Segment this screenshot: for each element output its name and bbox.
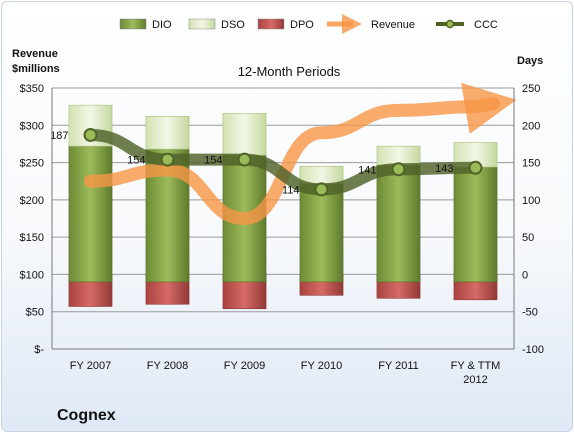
right-tick-label: 200	[522, 120, 540, 132]
left-tick-label: $-	[34, 344, 44, 356]
legend-swatch-dpo	[257, 18, 285, 30]
axes	[51, 88, 515, 350]
ccc-data-label: 141	[358, 164, 376, 176]
left-tick-label: $250	[20, 158, 44, 170]
dio-bar	[453, 166, 498, 283]
dio-bar	[68, 145, 113, 283]
left-tick-label: $350	[20, 83, 44, 95]
category-label: FY 2009	[224, 360, 265, 372]
ccc-point	[468, 160, 483, 175]
ccc-point	[314, 182, 329, 197]
right-tick-label: -50	[522, 307, 538, 319]
dso-bar	[222, 113, 267, 156]
ccc-point	[391, 162, 406, 177]
category-label: FY 2008	[147, 360, 188, 372]
dio-bar	[299, 183, 344, 283]
revenue-line	[84, 82, 517, 225]
ccc-data-label: 154	[204, 155, 222, 167]
legend-label: DPO	[290, 19, 314, 31]
left-tick-label: $200	[20, 195, 44, 207]
right-tick-label: 50	[522, 232, 534, 244]
right-tick-label: 0	[522, 269, 528, 281]
right-axis-label: Days	[517, 55, 543, 67]
gridlines	[52, 87, 514, 350]
category-label: 2012	[463, 374, 487, 386]
left-tick-label: $50	[26, 307, 44, 319]
ccc-layer: 187 154 154 114 141 143	[50, 127, 483, 197]
ccc-data-label: 143	[435, 163, 453, 175]
right-axis-ticks: -100 -50 0 50 100 150 200 250	[522, 83, 544, 356]
right-tick-label: 250	[522, 83, 540, 95]
dso-bar	[299, 166, 344, 184]
legend-label: Revenue	[371, 19, 415, 31]
category-label: FY 2007	[70, 360, 111, 372]
category-label: FY 2011	[378, 360, 419, 372]
left-tick-label: $300	[20, 120, 44, 132]
dso-bar	[376, 145, 421, 166]
category-label: FY & TTM	[451, 360, 501, 372]
ccc-data-label: 187	[50, 130, 68, 142]
company-label: Cognex	[57, 407, 116, 424]
ccc-data-label: 114	[282, 184, 300, 196]
ccc-point	[237, 152, 252, 167]
legend-swatch-dio	[119, 18, 147, 30]
legend-label: CCC	[474, 19, 498, 31]
legend-marker-ccc	[445, 19, 455, 29]
bars	[68, 104, 498, 310]
ccc-point	[160, 152, 175, 167]
left-tick-label: $150	[20, 232, 44, 244]
chart-title: 12-Month Periods	[238, 64, 341, 79]
x-axis-ticks: FY 2007 FY 2008 FY 2009 FY 2010 FY 2011 FY & …	[70, 360, 501, 386]
ccc-data-label: 154	[127, 155, 145, 167]
left-tick-label: $100	[20, 269, 44, 281]
legend-label: DSO	[221, 19, 245, 31]
category-label: FY 2010	[301, 360, 342, 372]
right-tick-label: 100	[522, 195, 540, 207]
legend-label: DIO	[152, 19, 172, 31]
legend-swatch-dso	[188, 18, 216, 30]
legend: DIO DSO DPO Revenue CCC	[119, 14, 498, 34]
dio-bar	[376, 164, 421, 283]
left-axis-ticks: $- $50 $100 $150 $200 $250 $300 $350	[20, 83, 45, 356]
right-tick-label: 150	[522, 158, 540, 170]
ccc-point	[83, 127, 98, 142]
right-tick-label: -100	[522, 344, 544, 356]
revenue-layer	[84, 82, 517, 225]
dso-bar	[145, 116, 190, 150]
left-axis-label: Revenue $millions	[12, 48, 61, 75]
